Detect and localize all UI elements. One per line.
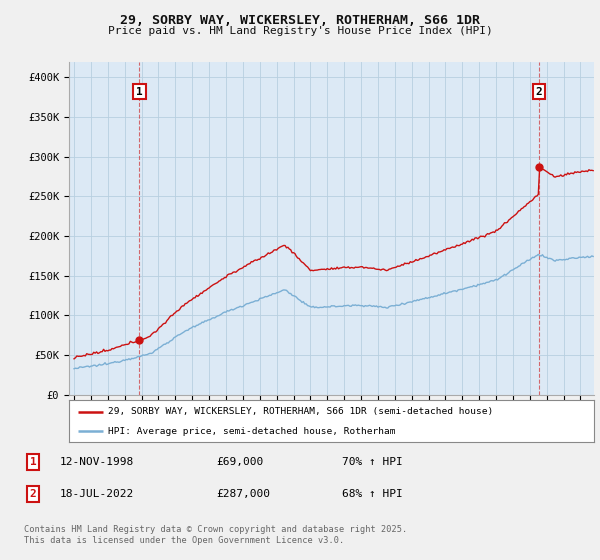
- Text: 1: 1: [136, 87, 143, 96]
- Text: 18-JUL-2022: 18-JUL-2022: [60, 489, 134, 499]
- Text: 70% ↑ HPI: 70% ↑ HPI: [342, 457, 403, 467]
- Text: 29, SORBY WAY, WICKERSLEY, ROTHERHAM, S66 1DR: 29, SORBY WAY, WICKERSLEY, ROTHERHAM, S6…: [120, 14, 480, 27]
- Text: £69,000: £69,000: [216, 457, 263, 467]
- Text: £287,000: £287,000: [216, 489, 270, 499]
- Text: 29, SORBY WAY, WICKERSLEY, ROTHERHAM, S66 1DR (semi-detached house): 29, SORBY WAY, WICKERSLEY, ROTHERHAM, S6…: [109, 407, 494, 416]
- Text: 2: 2: [536, 87, 542, 96]
- Text: 12-NOV-1998: 12-NOV-1998: [60, 457, 134, 467]
- Text: Price paid vs. HM Land Registry's House Price Index (HPI): Price paid vs. HM Land Registry's House …: [107, 26, 493, 36]
- Text: 2: 2: [29, 489, 37, 499]
- Text: 1: 1: [29, 457, 37, 467]
- Text: Contains HM Land Registry data © Crown copyright and database right 2025.
This d: Contains HM Land Registry data © Crown c…: [24, 525, 407, 545]
- Text: 68% ↑ HPI: 68% ↑ HPI: [342, 489, 403, 499]
- Text: HPI: Average price, semi-detached house, Rotherham: HPI: Average price, semi-detached house,…: [109, 427, 396, 436]
